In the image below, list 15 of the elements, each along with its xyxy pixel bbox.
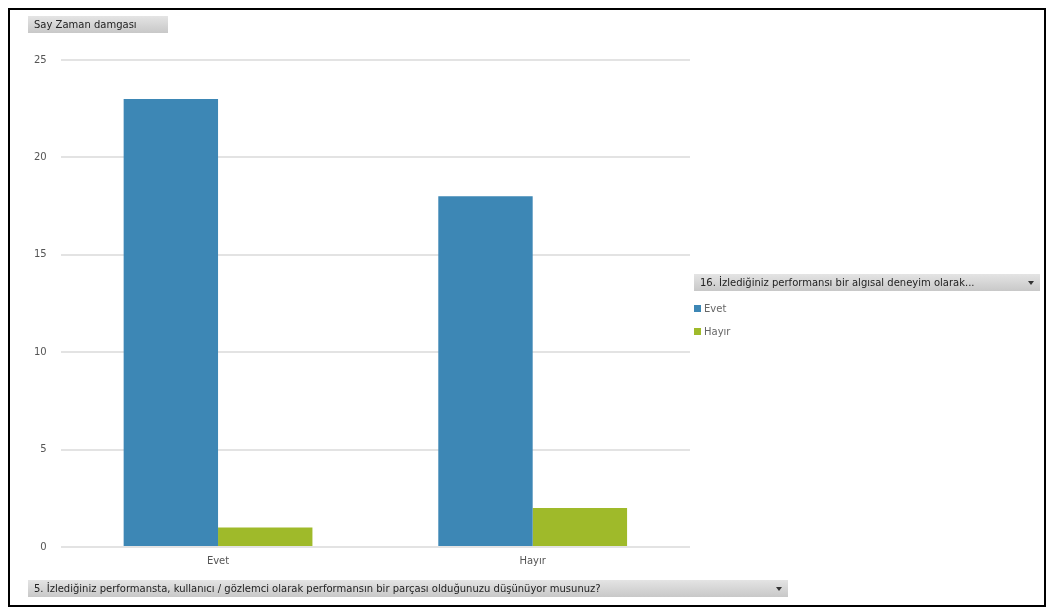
- bar: [218, 527, 313, 546]
- y-tick-label: 15: [33, 248, 47, 260]
- y-tick-label: 25: [33, 53, 47, 65]
- bar: [123, 98, 219, 546]
- y-tick-label: 0: [40, 540, 47, 552]
- legend-label: Evet: [704, 303, 727, 314]
- x-axis-title: 5. İzlediğiniz performansta, kullanıcı / gözlemci olarak performansın bir parçası olduğunuzu düşünüyor musunuz?: [34, 583, 601, 594]
- y-tick-label: 20: [33, 150, 47, 162]
- y-tick-label: 10: [33, 345, 47, 357]
- bar: [532, 508, 628, 546]
- legend-title: 16. İzlediğiniz performansı bir algısal deneyim olarak...: [700, 277, 975, 288]
- legend-label: Hayır: [704, 326, 731, 337]
- y-tick-label: 5: [40, 443, 47, 455]
- bar: [438, 196, 533, 546]
- y-axis-title: Say Zaman damgası: [28, 16, 168, 33]
